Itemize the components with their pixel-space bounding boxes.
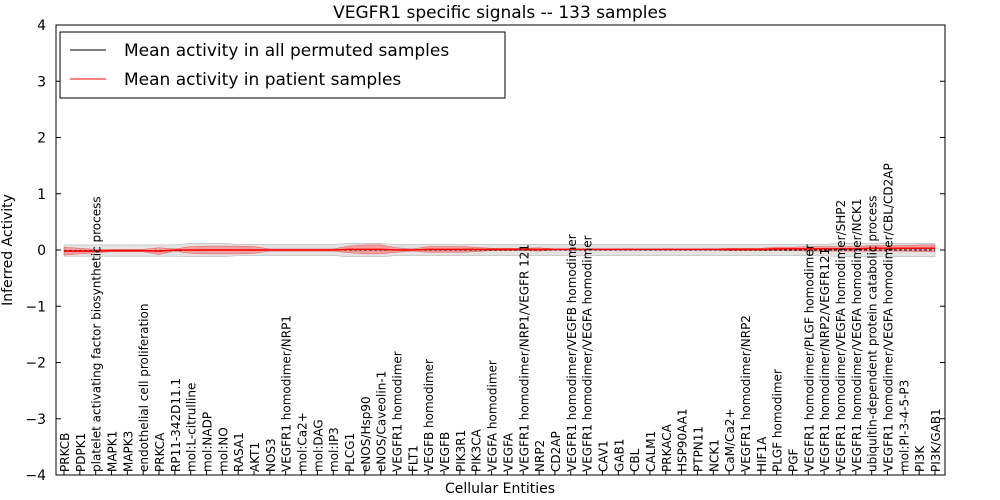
x-tick-label: PIK3CA	[470, 428, 484, 472]
x-tick-label: PRKACA	[660, 423, 674, 472]
x-tick-label: PI3K	[913, 445, 927, 472]
chart-title: VEGFR1 specific signals -- 133 samples	[333, 3, 667, 23]
x-tick-label: platelet activating factor biosynthetic …	[90, 196, 104, 472]
x-tick-label: VEGFA	[501, 432, 515, 472]
y-tick-label: 1	[37, 187, 46, 203]
x-tick-label: GAB1	[612, 439, 626, 472]
x-tick-label: VEGFR1 homodimer/NRP2	[739, 315, 753, 472]
x-tick-label: VEGFB homodimer	[422, 359, 436, 472]
x-tick-label: CD2AP	[549, 431, 563, 472]
x-tick-label: mol:L-citrulline	[185, 383, 199, 472]
x-tick-label: VEGFB	[438, 432, 452, 472]
x-tick-label: NRP2	[533, 440, 547, 472]
x-tick-label: CALM1	[644, 431, 658, 472]
y-tick-label: −3	[25, 412, 46, 428]
x-tick-label: VEGFR1 homodimer/PLGF homodimer	[802, 244, 816, 472]
x-tick-label: PLCG1	[343, 433, 357, 472]
x-tick-label: AKT1	[248, 442, 262, 472]
y-tick-label: −4	[25, 468, 46, 484]
legend-label-permuted: Mean activity in all permuted samples	[124, 41, 449, 61]
y-tick-label: 0	[37, 243, 46, 259]
x-tick-labels: PRKCB PDPK1 platelet activating factor bio…	[58, 163, 943, 475]
x-tick-label: mol:PI-3-4-5-P3	[897, 380, 911, 472]
x-tick-label: PTPN11	[692, 426, 706, 472]
x-tick-label: mol:NO	[216, 427, 230, 472]
x-tick-label: mol:Ca2+	[296, 412, 310, 472]
x-tick-label: VEGFR1 homodimer/VEGFB homodimer	[565, 234, 579, 472]
x-tick-label: HIF1A	[755, 436, 769, 472]
y-tick-label: −1	[25, 299, 46, 315]
x-tick-label: NOS3	[264, 438, 278, 472]
x-tick-label: mol:IP3	[327, 427, 341, 472]
x-tick-label: PRKCB	[58, 433, 72, 472]
x-tick-label: VEGFR1 homodimer/NRP1/VEGFR 121	[517, 244, 531, 472]
x-tick-label: mol:NADP	[201, 412, 215, 472]
y-tick-label: 4	[37, 18, 46, 34]
x-tick-label: VEGFR1 homodimer/NRP2/VEGFR121	[818, 248, 832, 472]
x-tick-label: VEGFA homodimer	[486, 360, 500, 472]
x-tick-label: RASA1	[232, 432, 246, 472]
x-tick-label: PGF	[787, 448, 801, 472]
x-tick-label: MAPK1	[106, 431, 120, 472]
x-tick-label: eNOS/Caveolin-1	[375, 371, 389, 472]
x-tick-label: ubiquitin-dependent protein catabolic pr…	[866, 196, 880, 472]
x-tick-label: VEGFR1 homodimer/VEGFA homodimer/CBL/CD2…	[882, 163, 896, 472]
x-tick-label: NCK1	[707, 439, 721, 472]
plot-frame	[55, 24, 946, 476]
x-tick-label: PDPK1	[74, 433, 88, 472]
x-tick-label: CAV1	[596, 440, 610, 472]
y-axis-label: Inferred Activity	[0, 194, 16, 306]
x-tick-label: PI3K/GAB1	[929, 408, 943, 472]
x-tick-label: MAPK3	[121, 431, 135, 472]
y-tick-label: 3	[37, 74, 46, 90]
y-tick-label: 2	[37, 131, 46, 147]
y-tick-label: −2	[25, 356, 46, 372]
x-tick-label: VEGFR1 homodimer/NRP1	[280, 315, 294, 472]
y-axis-ticks: −4 −3 −2 −1 0 1 2 3 4	[25, 18, 945, 484]
x-tick-label: PIK3R1	[454, 430, 468, 472]
x-tick-label: VEGFR1 homodimer/VEGFA homodimer/SHP2	[834, 200, 848, 472]
x-tick-label: VEGFR1 homodimer/VEGFA homodimer	[581, 235, 595, 472]
x-tick-label: endothelial cell proliferation	[137, 304, 151, 472]
x-tick-label: PRKCA	[153, 432, 167, 472]
x-tick-label: FLT1	[406, 445, 420, 472]
series-lines	[64, 247, 935, 252]
series-line-patient	[64, 247, 935, 252]
x-tick-label: RP11-342D11.1	[169, 378, 183, 472]
x-tick-label: HSP90AA1	[676, 408, 690, 472]
x-tick-label: eNOS/Hsp90	[359, 396, 373, 472]
x-tick-label: PLGF homodimer	[771, 369, 785, 472]
legend-label-patient: Mean activity in patient samples	[124, 70, 401, 90]
x-tick-label: CBL	[628, 448, 642, 472]
x-axis-label: Cellular Entities	[445, 481, 555, 497]
x-tick-label: CaM/Ca2+	[723, 408, 737, 472]
x-tick-label: mol:DAG	[311, 419, 325, 472]
x-tick-label: VEGFR1 homodimer/VEGFA homodimer/NCK1	[850, 198, 864, 472]
legend-box	[59, 31, 506, 99]
x-tick-label: VEGFR1 homodimer	[391, 351, 405, 472]
legend: Mean activity in all permuted samples Me…	[59, 31, 506, 99]
